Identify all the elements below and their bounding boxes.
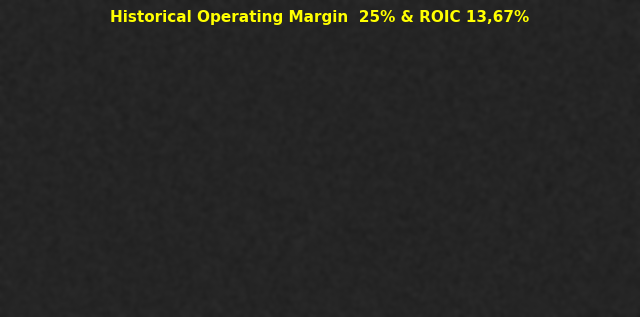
Text: 8,30%: 8,30%	[471, 169, 502, 178]
Text: 3,08%: 3,08%	[471, 188, 502, 197]
Legend: % Operating Margins, ROIC: % Operating Margins, ROIC	[196, 285, 431, 303]
Text: Historical Operating Margin  25% & ROIC 13,67%: Historical Operating Margin 25% & ROIC 1…	[110, 10, 530, 24]
